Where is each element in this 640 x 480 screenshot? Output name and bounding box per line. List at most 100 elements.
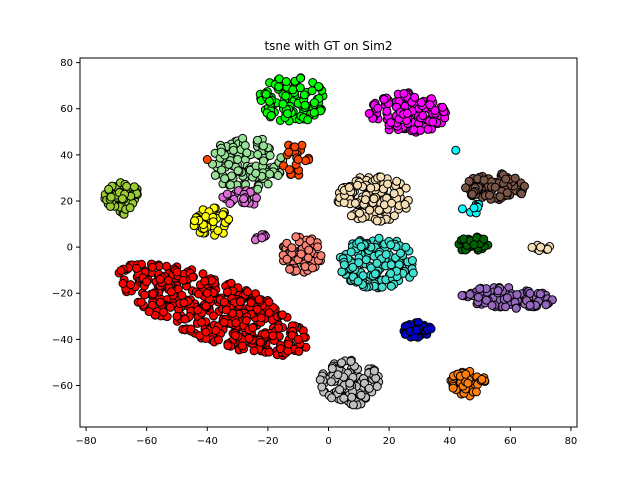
point	[457, 291, 467, 300]
point	[296, 73, 305, 83]
point	[239, 194, 249, 204]
point	[301, 156, 310, 166]
point	[178, 275, 188, 285]
point	[525, 300, 535, 310]
point	[293, 155, 303, 164]
point	[448, 383, 458, 393]
point	[372, 258, 382, 268]
point	[300, 262, 310, 272]
x-tick-label: 40	[443, 436, 456, 447]
point	[251, 168, 261, 178]
point	[283, 109, 292, 119]
point	[461, 369, 471, 379]
point	[214, 335, 223, 345]
point	[451, 145, 461, 155]
point	[222, 287, 232, 297]
point	[333, 370, 343, 380]
point	[278, 99, 288, 109]
point	[224, 159, 234, 169]
point	[356, 242, 366, 252]
point	[339, 393, 349, 403]
point	[172, 311, 182, 321]
point	[208, 217, 218, 227]
point	[194, 289, 204, 299]
cluster-16	[454, 232, 493, 255]
plot-frame	[79, 57, 578, 428]
y-tick-label: 60	[60, 104, 73, 115]
point	[389, 189, 399, 198]
point	[265, 96, 274, 106]
point	[389, 211, 399, 221]
point	[410, 92, 420, 102]
point	[260, 329, 270, 339]
point	[132, 263, 141, 273]
point	[469, 240, 479, 250]
point	[335, 385, 345, 395]
point	[502, 293, 512, 303]
point	[220, 174, 230, 184]
point	[253, 135, 262, 145]
point	[369, 366, 379, 376]
point	[242, 148, 252, 158]
point	[364, 383, 374, 393]
point	[361, 255, 371, 265]
y-tick-label: 40	[60, 150, 73, 161]
point	[213, 226, 223, 236]
point	[281, 91, 291, 101]
point	[408, 268, 418, 278]
point	[401, 183, 411, 193]
point	[309, 98, 319, 108]
point	[248, 323, 258, 333]
cluster-19	[446, 366, 490, 401]
point	[265, 151, 275, 160]
point	[379, 200, 389, 210]
chart-title: tsne with GT on Sim2	[264, 39, 392, 53]
point	[240, 141, 250, 150]
cluster-6	[189, 203, 234, 240]
point	[382, 106, 392, 116]
point	[230, 331, 240, 340]
point	[287, 243, 297, 253]
point	[392, 176, 402, 186]
point	[293, 334, 303, 344]
point	[316, 251, 326, 261]
point	[347, 392, 357, 402]
point	[180, 314, 190, 324]
cluster-7	[250, 230, 270, 245]
point	[541, 300, 551, 310]
point	[493, 286, 503, 296]
point	[253, 184, 263, 194]
point	[475, 284, 485, 294]
point	[256, 313, 266, 323]
point	[381, 250, 391, 259]
point	[259, 156, 268, 166]
point	[383, 179, 393, 189]
cluster-14	[461, 169, 529, 205]
point	[372, 382, 382, 391]
point	[266, 111, 276, 121]
point	[348, 262, 358, 272]
x-tick-label: 80	[565, 436, 578, 447]
point	[426, 324, 436, 334]
point	[216, 147, 226, 157]
point	[299, 90, 309, 100]
point	[377, 282, 387, 292]
point	[411, 325, 421, 335]
x-tick-label: 20	[383, 436, 396, 447]
point	[237, 341, 247, 351]
point	[326, 377, 336, 387]
point	[428, 117, 438, 127]
point	[348, 400, 358, 410]
point	[254, 295, 264, 304]
point	[258, 141, 268, 151]
cluster-10	[333, 172, 413, 226]
cluster-15	[451, 145, 484, 218]
point	[438, 102, 448, 112]
point	[147, 262, 157, 272]
point	[401, 242, 411, 252]
point	[255, 337, 265, 347]
cluster-11	[335, 233, 418, 293]
point	[527, 242, 537, 252]
cluster-12	[399, 317, 436, 342]
point	[346, 356, 356, 366]
